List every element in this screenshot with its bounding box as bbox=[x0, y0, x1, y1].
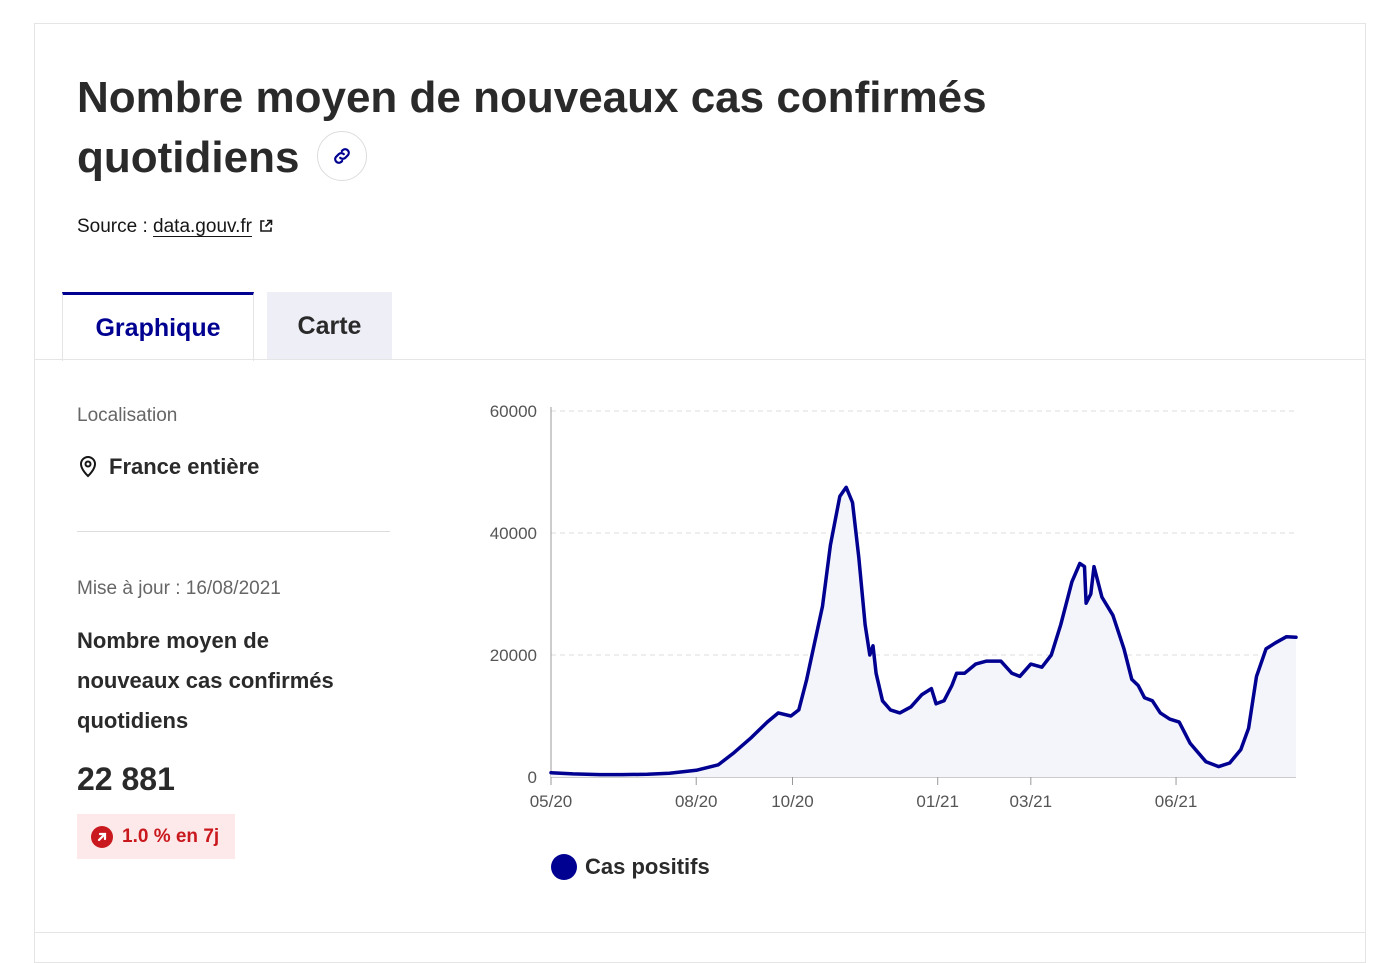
tab-carte[interactable]: Carte bbox=[267, 292, 392, 360]
link-icon bbox=[334, 148, 351, 165]
y-tick-label: 0 bbox=[528, 768, 537, 787]
x-tick-label: 03/21 bbox=[1010, 792, 1053, 811]
x-tick-label: 10/20 bbox=[771, 792, 814, 811]
indicator-card: Nombre moyen de nouveaux cas confirmés q… bbox=[34, 23, 1366, 963]
kpi-value: 22 881 bbox=[77, 761, 175, 797]
page-title: Nombre moyen de nouveaux cas confirmés q… bbox=[77, 68, 1077, 188]
kpi-label: Nombre moyen de nouveaux cas confirmés q… bbox=[77, 628, 334, 733]
source-line: Source : data.gouv.fr bbox=[77, 216, 274, 238]
location-label: Localisation bbox=[77, 405, 178, 426]
x-tick-label: 05/20 bbox=[530, 792, 573, 811]
arrow-up-right-icon bbox=[91, 825, 113, 848]
trend-badge: 1.0 % en 7j bbox=[77, 814, 235, 859]
map-pin-icon bbox=[79, 456, 97, 478]
source-link[interactable]: data.gouv.fr bbox=[153, 216, 274, 237]
series-area bbox=[551, 487, 1296, 777]
legend-marker bbox=[551, 854, 577, 880]
source-link-text: data.gouv.fr bbox=[153, 216, 252, 237]
title-text: Nombre moyen de nouveaux cas confirmés q… bbox=[77, 73, 987, 182]
y-tick-label: 40000 bbox=[490, 524, 537, 543]
location-value: France entière bbox=[109, 454, 260, 479]
bottom-divider bbox=[35, 932, 1365, 933]
x-tick-label: 06/21 bbox=[1155, 792, 1198, 811]
y-tick-label: 20000 bbox=[490, 646, 537, 665]
copy-link-button[interactable] bbox=[317, 131, 368, 182]
y-tick-label: 60000 bbox=[490, 402, 537, 421]
x-tick-label: 08/20 bbox=[675, 792, 718, 811]
tab-divider bbox=[35, 359, 1365, 360]
legend-label: Cas positifs bbox=[585, 854, 710, 879]
sidebar-divider bbox=[77, 531, 390, 532]
update-date: Mise à jour : 16/08/2021 bbox=[77, 578, 281, 599]
chart-legend[interactable]: Cas positifs bbox=[551, 854, 710, 880]
series-line bbox=[549, 485, 1298, 777]
tab-graphique[interactable]: Graphique bbox=[62, 292, 254, 361]
trend-text: 1.0 % en 7j bbox=[122, 825, 220, 847]
x-tick-label: 01/21 bbox=[916, 792, 959, 811]
cases-chart: 0 20000 40000 60000 05/20 08/20 10/20 01/21 03/2… bbox=[490, 402, 1298, 811]
location-selector[interactable]: France entière bbox=[77, 454, 259, 480]
source-prefix: Source : bbox=[77, 216, 154, 237]
external-link-icon bbox=[260, 219, 273, 232]
